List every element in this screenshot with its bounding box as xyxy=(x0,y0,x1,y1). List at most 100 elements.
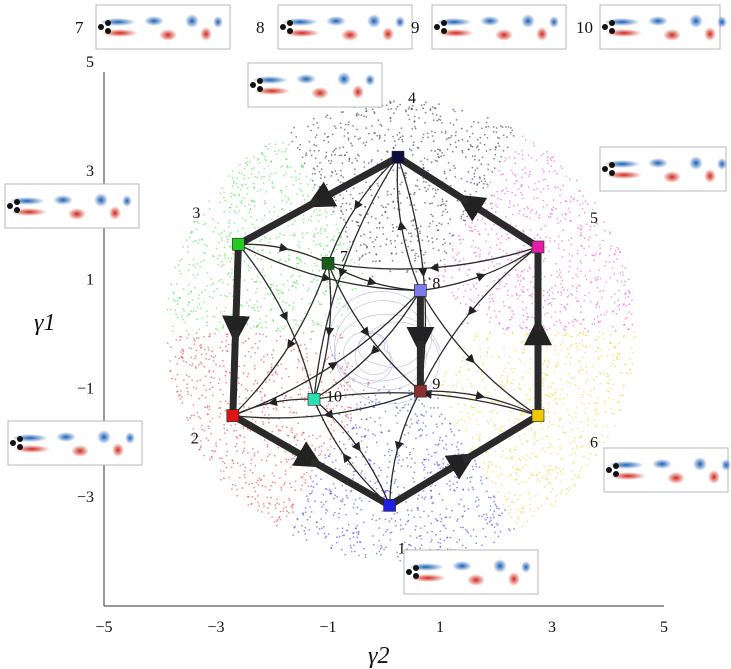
cluster-point xyxy=(190,414,193,417)
cluster-point xyxy=(413,120,416,122)
cluster-point xyxy=(276,373,278,376)
cluster-point xyxy=(302,431,305,434)
cluster-point xyxy=(576,333,579,336)
cluster-point xyxy=(335,541,338,544)
cluster-point xyxy=(206,315,208,317)
cluster-point xyxy=(440,517,443,520)
cluster-point xyxy=(520,289,523,291)
cluster-point xyxy=(311,319,314,322)
cluster-point xyxy=(228,222,230,225)
cluster-point xyxy=(550,304,553,306)
cluster-point xyxy=(178,270,181,273)
cluster-point xyxy=(566,296,569,298)
cluster-point xyxy=(234,445,237,448)
cluster-point xyxy=(438,103,440,106)
cylinder xyxy=(606,467,612,473)
cluster-point xyxy=(493,310,496,312)
cluster-point xyxy=(389,239,392,242)
cluster-point xyxy=(414,127,417,130)
cluster-point xyxy=(508,438,511,441)
cluster-point xyxy=(289,411,292,413)
cluster-point xyxy=(549,395,552,398)
cluster-point xyxy=(519,494,521,497)
vortex xyxy=(97,430,111,444)
cluster-point xyxy=(550,453,552,455)
cluster-point xyxy=(487,421,490,424)
cluster-point xyxy=(425,190,427,193)
cluster-point xyxy=(497,237,500,240)
cluster-point xyxy=(526,216,529,218)
cluster-point xyxy=(280,486,282,489)
cluster-point xyxy=(472,488,475,491)
cluster-point xyxy=(235,429,238,432)
vortex xyxy=(704,27,716,41)
cluster-point xyxy=(512,313,515,316)
cluster-point xyxy=(575,447,578,449)
cluster-point xyxy=(464,156,467,158)
cluster-point xyxy=(301,236,304,239)
cluster-point xyxy=(557,222,560,224)
cluster-point xyxy=(225,381,228,384)
cluster-point xyxy=(575,345,578,348)
cluster-point xyxy=(286,510,288,513)
cluster-point xyxy=(452,234,455,237)
cluster-point xyxy=(243,474,246,476)
cluster-point xyxy=(254,309,256,312)
cluster-point xyxy=(439,436,442,439)
cluster-point xyxy=(383,454,386,457)
cluster-point xyxy=(399,528,402,531)
cluster-point xyxy=(453,475,456,478)
cluster-point xyxy=(299,173,302,175)
cluster-point xyxy=(274,150,276,153)
cluster-point xyxy=(494,153,497,156)
cluster-point xyxy=(347,362,349,364)
cluster-point xyxy=(588,442,590,445)
cluster-point xyxy=(306,452,309,454)
cluster-point xyxy=(222,365,225,367)
cluster-point xyxy=(513,157,516,160)
cluster-point xyxy=(480,373,483,376)
cluster-point xyxy=(423,103,426,106)
cluster-point xyxy=(593,387,595,390)
cluster-point xyxy=(338,154,341,157)
cluster-point xyxy=(313,235,316,238)
cluster-point xyxy=(544,343,547,346)
cluster-point xyxy=(292,234,294,237)
cluster-point xyxy=(373,132,375,134)
cluster-point xyxy=(595,350,598,353)
cluster-point xyxy=(477,219,479,221)
cluster-point xyxy=(581,356,584,358)
cluster-point xyxy=(228,175,230,178)
cluster-point xyxy=(477,504,480,507)
cluster-point xyxy=(571,447,574,450)
cluster-point xyxy=(331,461,334,463)
cluster-point xyxy=(529,170,532,173)
cluster-point xyxy=(188,375,191,378)
cluster-point xyxy=(449,422,451,425)
cluster-point xyxy=(320,445,323,447)
cluster-point xyxy=(193,286,196,289)
cluster-point xyxy=(273,380,275,383)
cluster-point xyxy=(431,241,434,244)
cluster-point xyxy=(587,394,590,396)
cluster-point xyxy=(462,453,464,456)
cluster-point xyxy=(175,313,178,316)
cluster-point xyxy=(628,303,631,306)
cluster-point xyxy=(194,354,197,357)
cluster-point xyxy=(267,165,270,168)
cluster-point xyxy=(550,165,552,168)
cluster-point xyxy=(548,442,551,445)
cluster-point xyxy=(432,187,434,190)
cluster-point xyxy=(227,272,230,274)
cluster-point xyxy=(499,242,502,244)
cluster-point xyxy=(223,427,226,430)
cluster-point xyxy=(182,245,185,248)
cluster-point xyxy=(347,416,350,419)
cluster-point xyxy=(236,488,239,491)
cluster-point xyxy=(618,289,620,292)
cluster-point xyxy=(339,337,342,339)
cluster-point xyxy=(373,112,376,115)
cluster-point xyxy=(342,111,344,113)
cluster-point xyxy=(460,411,462,413)
cluster-point xyxy=(214,355,217,357)
